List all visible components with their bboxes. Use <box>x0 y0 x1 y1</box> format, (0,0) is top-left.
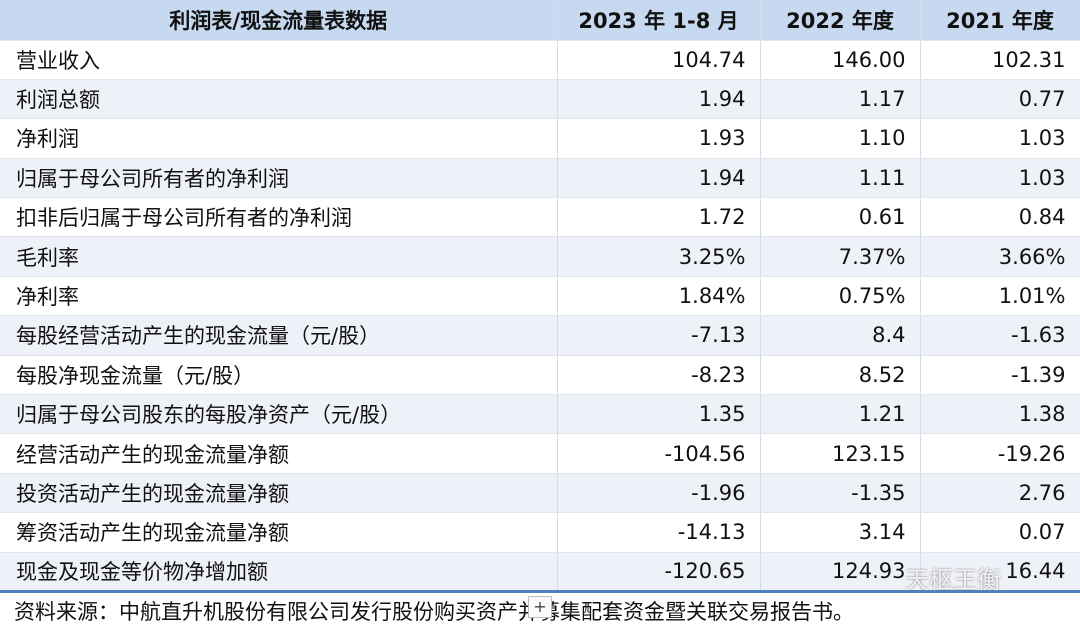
value-cell: 146.00 <box>760 40 921 80</box>
data-table: 利润表/现金流量表数据 2023 年 1-8 月 2022 年度 2021 年度 营业… <box>0 0 1080 593</box>
value-cell: 1.10 <box>760 118 921 159</box>
row-label: 利润总额 <box>0 79 558 120</box>
source-note: 资料来源：中航直升机股份有限公司发行股份购买资产并募集配套资金暨关联交易报告书。 <box>14 600 854 624</box>
value-cell: -120.65 <box>557 552 761 593</box>
row-label: 营业收入 <box>0 40 558 80</box>
row-label: 扣非后归属于母公司所有者的净利润 <box>0 197 558 238</box>
value-cell: 1.17 <box>760 79 921 120</box>
value-cell: 3.25% <box>557 236 761 277</box>
value-cell: 123.15 <box>760 433 921 474</box>
table-body: 营业收入 104.74 146.00 102.31 利润总额 1.94 1.17 0.77 净利… <box>0 40 1080 593</box>
table-row: 利润总额 1.94 1.17 0.77 <box>0 79 1080 120</box>
table-row: 毛利率 3.25% 7.37% 3.66% <box>0 236 1080 277</box>
add-button[interactable]: + <box>528 596 552 618</box>
watermark: 天枢王衡 <box>905 566 1001 594</box>
value-cell: 1.21 <box>760 394 921 435</box>
header-cell: 利润表/现金流量表数据 <box>0 0 558 41</box>
value-cell: 1.72 <box>557 197 761 238</box>
value-cell: 0.07 <box>920 512 1080 553</box>
table-row: 现金及现金等价物净增加额 -120.65 124.93 16.44 <box>0 552 1080 593</box>
value-cell: 0.77 <box>920 79 1080 120</box>
value-cell: -1.96 <box>557 473 761 514</box>
table-row: 每股净现金流量（元/股） -8.23 8.52 -1.39 <box>0 355 1080 396</box>
value-cell: 0.84 <box>920 197 1080 238</box>
value-cell: -1.39 <box>920 355 1080 396</box>
value-cell: 1.94 <box>557 158 761 199</box>
value-cell: -7.13 <box>557 315 761 356</box>
row-label: 归属于母公司股东的每股净资产（元/股） <box>0 394 558 435</box>
value-cell: 1.94 <box>557 79 761 120</box>
value-cell: 104.74 <box>557 40 761 80</box>
table-row: 归属于母公司所有者的净利润 1.94 1.11 1.03 <box>0 158 1080 199</box>
value-cell: 7.37% <box>760 236 921 277</box>
value-cell: 8.52 <box>760 355 921 396</box>
row-label: 毛利率 <box>0 236 558 277</box>
table-row: 归属于母公司股东的每股净资产（元/股） 1.35 1.21 1.38 <box>0 394 1080 435</box>
value-cell: -8.23 <box>557 355 761 396</box>
value-cell: 1.35 <box>557 394 761 435</box>
value-cell: -1.35 <box>760 473 921 514</box>
row-label: 净利润 <box>0 118 558 159</box>
value-cell: 3.66% <box>920 236 1080 277</box>
value-cell: -19.26 <box>920 433 1080 474</box>
row-label: 每股经营活动产生的现金流量（元/股） <box>0 315 558 356</box>
header-cell: 2021 年度 <box>920 0 1080 41</box>
value-cell: -14.13 <box>557 512 761 553</box>
value-cell: 102.31 <box>920 40 1080 80</box>
row-label: 投资活动产生的现金流量净额 <box>0 473 558 514</box>
table-row: 投资活动产生的现金流量净额 -1.96 -1.35 2.76 <box>0 473 1080 514</box>
value-cell: 0.61 <box>760 197 921 238</box>
value-cell: 2.76 <box>920 473 1080 514</box>
table-row: 经营活动产生的现金流量净额 -104.56 123.15 -19.26 <box>0 433 1080 474</box>
value-cell: 124.93 <box>760 552 921 593</box>
row-label: 经营活动产生的现金流量净额 <box>0 433 558 474</box>
value-cell: 1.11 <box>760 158 921 199</box>
row-label: 筹资活动产生的现金流量净额 <box>0 512 558 553</box>
value-cell: 1.01% <box>920 276 1080 317</box>
value-cell: -104.56 <box>557 433 761 474</box>
row-label: 净利率 <box>0 276 558 317</box>
value-cell: 1.38 <box>920 394 1080 435</box>
table-row: 营业收入 104.74 146.00 102.31 <box>0 40 1080 80</box>
value-cell: 3.14 <box>760 512 921 553</box>
header-row: 利润表/现金流量表数据 2023 年 1-8 月 2022 年度 2021 年度 <box>0 0 1080 41</box>
value-cell: -1.63 <box>920 315 1080 356</box>
table-row: 净利润 1.93 1.10 1.03 <box>0 118 1080 159</box>
table-row: 净利率 1.84% 0.75% 1.01% <box>0 276 1080 317</box>
value-cell: 0.75% <box>760 276 921 317</box>
value-cell: 1.84% <box>557 276 761 317</box>
value-cell: 16.44 <box>920 552 1080 593</box>
value-cell: 1.03 <box>920 118 1080 159</box>
value-cell: 1.93 <box>557 118 761 159</box>
header-cell: 2022 年度 <box>760 0 921 41</box>
row-label: 现金及现金等价物净增加额 <box>0 552 558 593</box>
row-label: 归属于母公司所有者的净利润 <box>0 158 558 199</box>
table-row: 筹资活动产生的现金流量净额 -14.13 3.14 0.07 <box>0 512 1080 553</box>
header-cell: 2023 年 1-8 月 <box>557 0 761 41</box>
table-row: 每股经营活动产生的现金流量（元/股） -7.13 8.4 -1.63 <box>0 315 1080 356</box>
row-label: 每股净现金流量（元/股） <box>0 355 558 396</box>
table-row: 扣非后归属于母公司所有者的净利润 1.72 0.61 0.84 <box>0 197 1080 238</box>
value-cell: 8.4 <box>760 315 921 356</box>
value-cell: 1.03 <box>920 158 1080 199</box>
